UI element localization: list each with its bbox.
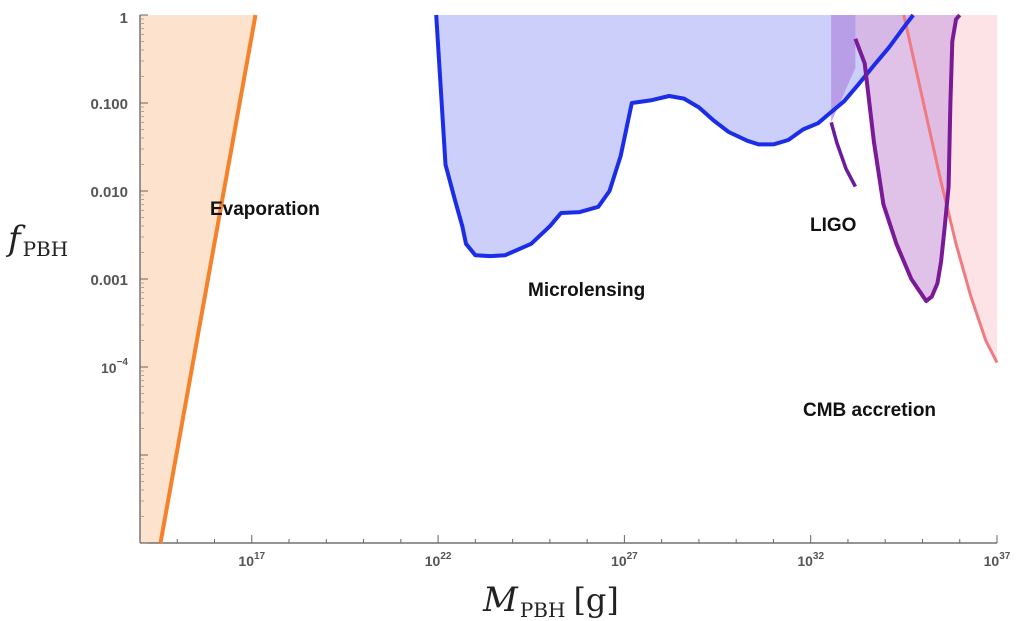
y-axis-title: f PBH — [5, 219, 68, 261]
x-tick-label-1e17: 1017 — [238, 551, 265, 569]
y-tick-label-1e-4: 10−4 — [101, 357, 128, 376]
microlensing-region — [436, 15, 914, 257]
x-tick-labels: 1017 1022 1027 1032 1037 — [238, 551, 1010, 569]
series-label-cmb-accretion: CMB accretion — [803, 400, 936, 421]
series-label-ligo: LIGO — [810, 215, 856, 236]
microlensing-line — [434, 13, 915, 259]
constraint-lines — [158, 13, 999, 544]
series-label-evaporation: Evaporation — [210, 199, 320, 220]
region-labels: Evaporation Microlensing LIGO CMB accret… — [210, 199, 936, 421]
y-tick-label-0.01: 0.010 — [90, 184, 128, 201]
cmb-accretion-line — [853, 13, 962, 303]
cmb-accretion-upper-line — [902, 14, 999, 364]
constraint-fills — [140, 15, 997, 543]
x-tick-label-1e32: 1032 — [797, 551, 824, 569]
ligo-line — [829, 121, 857, 188]
cmb-accretion-region — [855, 15, 960, 301]
evaporation-region — [140, 15, 256, 543]
evaporation-line — [158, 14, 258, 544]
y-tick-labels: 1 0.100 0.010 0.001 10−4 — [90, 10, 128, 376]
x-tick-label-1e27: 1027 — [611, 551, 638, 569]
x-tick-label-1e37: 1037 — [984, 551, 1011, 569]
y-axis-label: f PBH — [5, 219, 68, 261]
x-tick-label-1e22: 1022 — [425, 551, 452, 569]
x-axis-label: M PBH [g] — [482, 580, 619, 621]
y-tick-label-0.001: 0.001 — [90, 272, 128, 289]
minor-ticks — [139, 14, 998, 544]
y-tick-label-1: 1 — [120, 10, 128, 27]
series-label-microlensing: Microlensing — [528, 280, 645, 301]
y-tick-label-0.1: 0.100 — [90, 96, 128, 113]
x-axis-title: M PBH [g] — [482, 580, 619, 621]
ligo-region — [831, 15, 856, 123]
